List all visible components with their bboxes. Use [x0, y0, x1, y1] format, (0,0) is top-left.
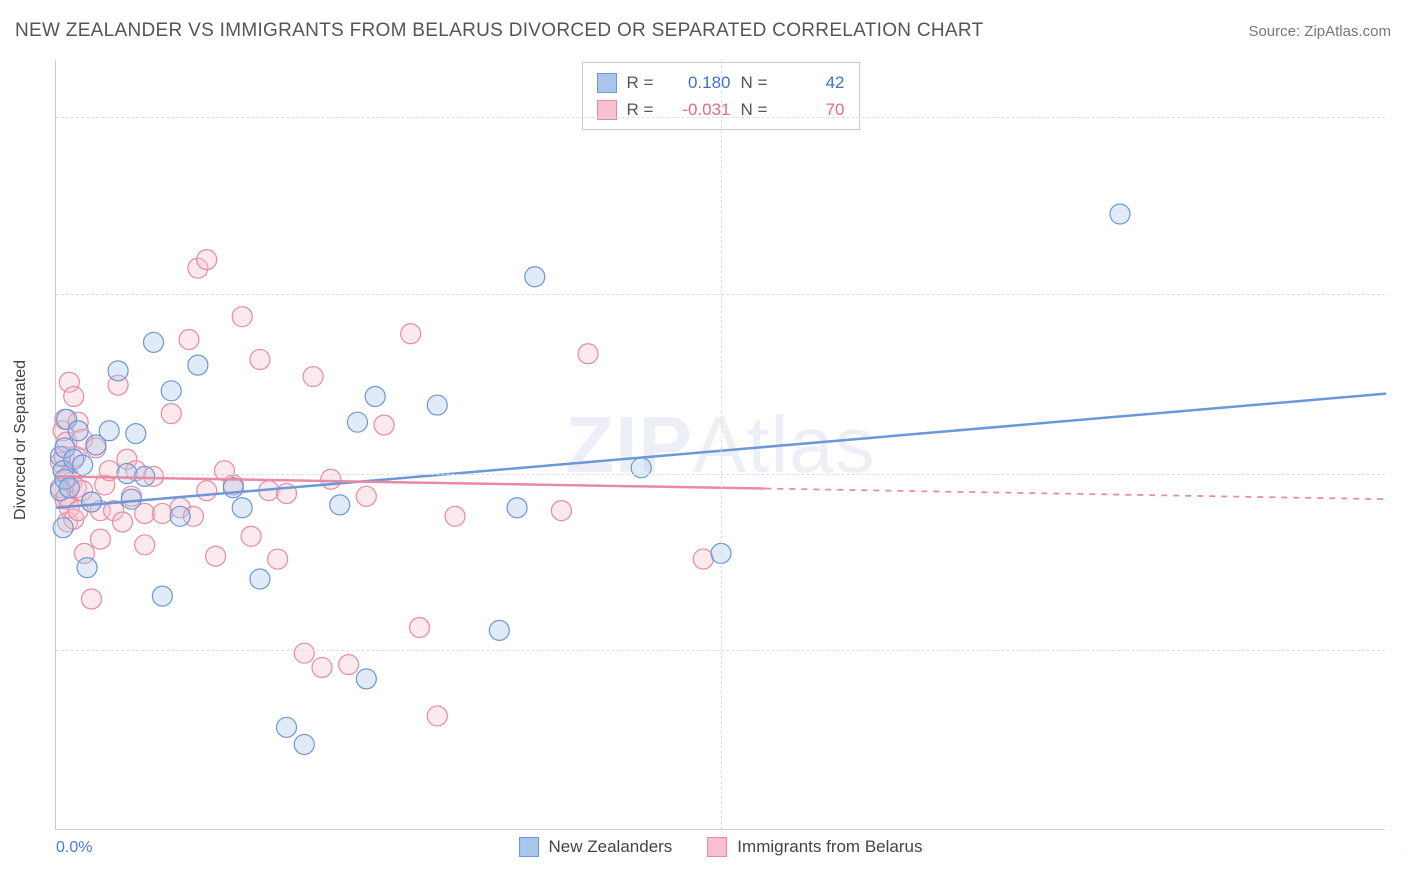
marker-nz	[232, 498, 252, 518]
r-label: R =	[627, 96, 661, 123]
marker-nz	[507, 498, 527, 518]
marker-nz	[53, 518, 73, 538]
marker-nz	[126, 424, 146, 444]
marker-by	[135, 535, 155, 555]
marker-by	[374, 415, 394, 435]
y-tick-label: 6.3%	[1390, 641, 1406, 659]
marker-by	[152, 503, 172, 523]
marker-by	[206, 546, 226, 566]
legend-series: New Zealanders Immigrants from Belarus	[519, 837, 923, 857]
marker-by	[410, 618, 430, 638]
marker-nz	[188, 355, 208, 375]
marker-by	[303, 367, 323, 387]
marker-by	[294, 643, 314, 663]
marker-nz	[108, 361, 128, 381]
trendline-by-dashed	[765, 489, 1386, 500]
marker-by	[551, 501, 571, 521]
x-tick-label: 0.0%	[56, 839, 92, 857]
y-axis-label: Divorced or Separated	[12, 360, 30, 520]
marker-by	[90, 529, 110, 549]
marker-nz	[250, 569, 270, 589]
marker-by	[241, 526, 261, 546]
marker-nz	[347, 412, 367, 432]
marker-by	[578, 344, 598, 364]
marker-nz	[73, 455, 93, 475]
marker-by	[321, 469, 341, 489]
marker-nz	[277, 717, 297, 737]
marker-by	[356, 486, 376, 506]
marker-nz	[135, 466, 155, 486]
marker-nz	[99, 421, 119, 441]
chart-header: NEW ZEALANDER VS IMMIGRANTS FROM BELARUS…	[15, 20, 1391, 42]
marker-nz	[59, 478, 79, 498]
marker-by	[250, 349, 270, 369]
y-tick-label: 25.0%	[1390, 108, 1406, 126]
marker-nz	[427, 395, 447, 415]
marker-nz	[170, 506, 190, 526]
n-label: N =	[741, 96, 775, 123]
series-name-by: Immigrants from Belarus	[737, 837, 922, 857]
marker-nz	[330, 495, 350, 515]
marker-by	[232, 307, 252, 327]
n-value-by: 70	[785, 96, 845, 123]
marker-nz	[161, 381, 181, 401]
marker-by	[161, 404, 181, 424]
marker-nz	[121, 489, 141, 509]
marker-by	[693, 549, 713, 569]
marker-nz	[152, 586, 172, 606]
n-value-nz: 42	[785, 69, 845, 96]
marker-nz	[1110, 204, 1130, 224]
marker-nz	[77, 558, 97, 578]
marker-nz	[631, 458, 651, 478]
swatch-nz	[519, 837, 539, 857]
marker-nz	[489, 620, 509, 640]
marker-nz	[144, 332, 164, 352]
marker-by	[401, 324, 421, 344]
chart-title: NEW ZEALANDER VS IMMIGRANTS FROM BELARUS…	[15, 20, 984, 42]
marker-nz	[356, 669, 376, 689]
marker-by	[81, 589, 101, 609]
r-label: R =	[627, 69, 661, 96]
legend-item-by: Immigrants from Belarus	[707, 837, 922, 857]
marker-by	[113, 512, 133, 532]
marker-by	[197, 481, 217, 501]
marker-by	[445, 506, 465, 526]
marker-by	[312, 657, 332, 677]
marker-by	[179, 329, 199, 349]
plot-area: ZIPAtlas R = 0.180 N = 42 R = -0.031 N =…	[55, 60, 1385, 830]
chart-source: Source: ZipAtlas.com	[1248, 23, 1391, 40]
y-tick-label: 12.5%	[1390, 465, 1406, 483]
gridline-v	[721, 60, 722, 829]
marker-nz	[294, 734, 314, 754]
n-label: N =	[741, 69, 775, 96]
marker-by	[339, 655, 359, 675]
marker-by	[268, 549, 288, 569]
swatch-by	[707, 837, 727, 857]
y-tick-label: 18.8%	[1390, 285, 1406, 303]
marker-nz	[525, 267, 545, 287]
series-name-nz: New Zealanders	[549, 837, 673, 857]
marker-by	[64, 387, 84, 407]
marker-nz	[68, 421, 88, 441]
marker-by	[197, 250, 217, 270]
marker-by	[427, 706, 447, 726]
marker-nz	[81, 492, 101, 512]
legend-item-nz: New Zealanders	[519, 837, 673, 857]
swatch-nz	[597, 73, 617, 93]
marker-nz	[365, 387, 385, 407]
